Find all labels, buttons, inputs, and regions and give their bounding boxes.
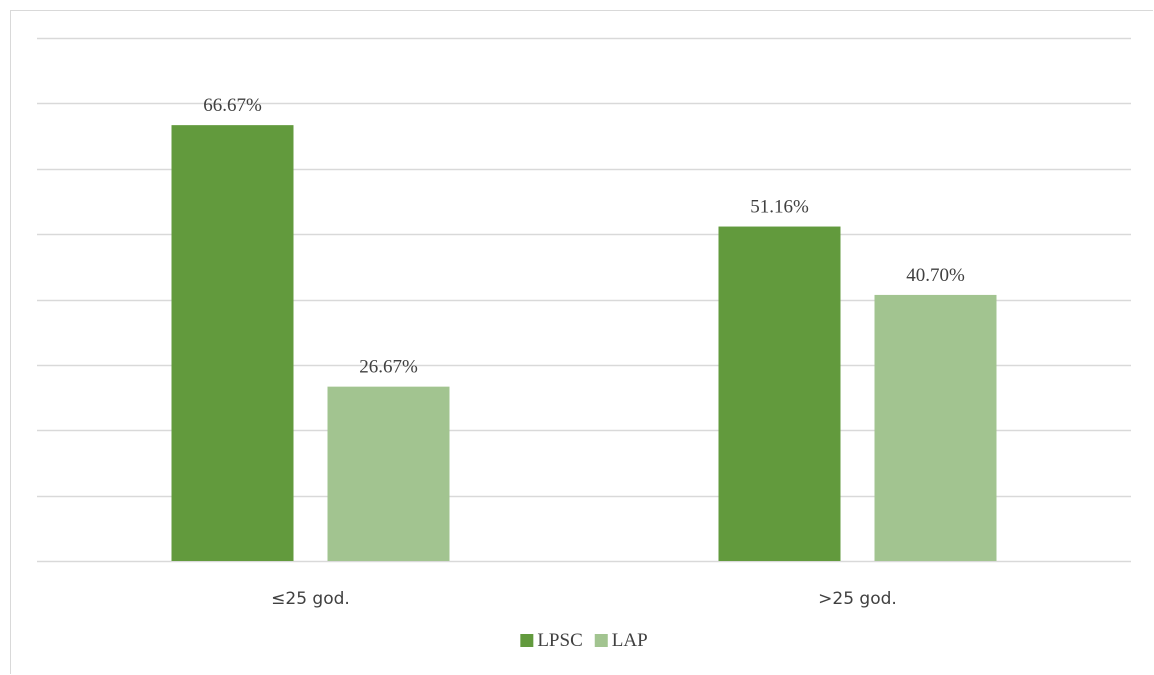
bar-lpsc-1: [171, 125, 294, 562]
category-labels: ≤25 god. >25 god.: [271, 589, 897, 609]
chart-frame: [10, 10, 1153, 674]
category-label-1: ≤25 god.: [271, 589, 350, 609]
data-label-lap-1: 26.67%: [359, 357, 418, 378]
data-label-lap-2: 40.70%: [906, 265, 965, 286]
data-labels: 66.67% 26.67% 51.16% 40.70%: [203, 95, 965, 378]
bar-lap-2: [874, 294, 997, 561]
category-label-2: >25 god.: [818, 589, 897, 609]
legend-swatch-lap: [594, 634, 608, 647]
legend: LPSC LAP: [520, 630, 648, 651]
bars: [171, 125, 997, 562]
legend-swatch-lpsc: [520, 634, 534, 647]
bar-lap-1: [327, 386, 450, 561]
legend-label-lap: LAP: [612, 630, 648, 651]
data-label-lpsc-2: 51.16%: [750, 197, 809, 218]
bar-lpsc-2: [718, 226, 841, 561]
data-label-lpsc-1: 66.67%: [203, 95, 262, 116]
legend-label-lpsc: LPSC: [537, 630, 582, 651]
